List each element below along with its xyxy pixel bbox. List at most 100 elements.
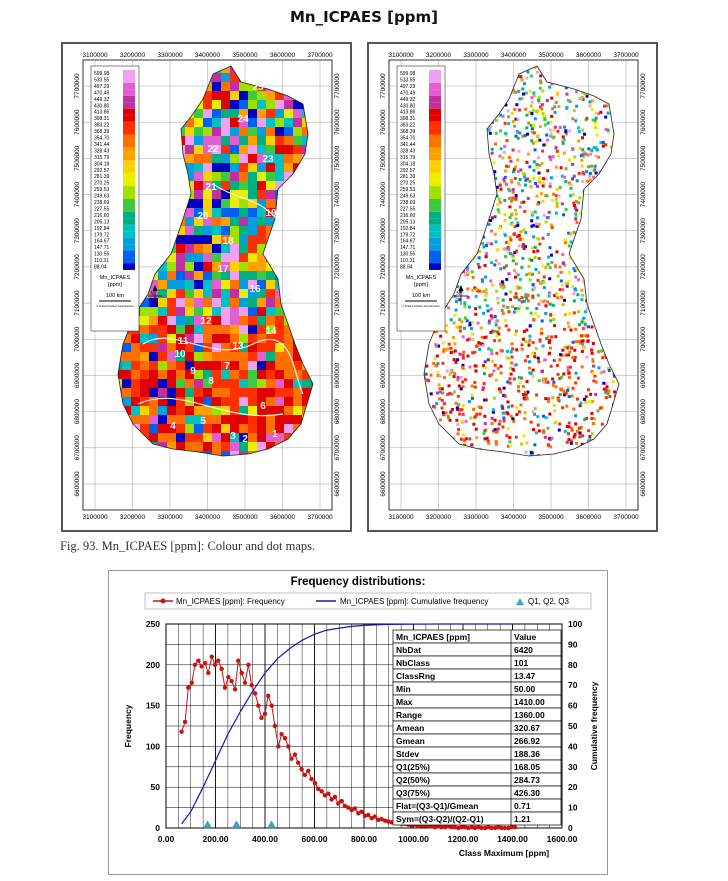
legend-swatch xyxy=(429,166,441,174)
frequency-point xyxy=(389,820,394,825)
legend-swatch xyxy=(429,115,441,122)
dot-map-panel: 3100000 3100000 3200000 3200000 3300000 33000… xyxy=(367,42,658,532)
map-x-tick-top: 3100000 xyxy=(388,52,414,59)
stats-value: 168.05 xyxy=(514,762,540,772)
legend-value: 259.53 xyxy=(400,187,416,193)
legend-value: 205.13 xyxy=(400,219,416,225)
frequency-point xyxy=(236,658,241,663)
stats-name: ClassRng xyxy=(396,671,435,681)
frequency-point xyxy=(249,683,254,688)
north-arrow-icon xyxy=(458,285,464,291)
legend-value: 238.69 xyxy=(400,200,416,206)
map-x-tick-bottom: 3400000 xyxy=(195,514,221,521)
map-x-tick-bottom: 3200000 xyxy=(120,514,146,521)
stats-header-name: Mn_ICPAES [ppm] xyxy=(396,632,470,642)
map-x-tick-bottom: 3100000 xyxy=(82,514,108,521)
legend-swatch xyxy=(123,186,135,193)
legend-swatch xyxy=(429,218,441,225)
frequency-point xyxy=(319,789,324,794)
map-y-tick-right: 6600000 xyxy=(334,471,341,497)
zone-number: 25 xyxy=(252,82,264,93)
frequency-point xyxy=(252,691,258,696)
legend-value: 430.80 xyxy=(94,103,110,109)
legend-swatch xyxy=(429,231,441,238)
zone-number: 1 xyxy=(272,429,278,440)
map-x-tick-bottom: 3100000 xyxy=(388,514,414,521)
frequency-point xyxy=(282,736,288,741)
legend-value: 449.32 xyxy=(400,97,416,103)
legend-value: 341.44 xyxy=(94,142,110,148)
frequency-point xyxy=(312,780,318,786)
legend-quartile-marker xyxy=(516,598,524,605)
frequency-point xyxy=(345,805,351,810)
legend-value: 216.60 xyxy=(94,213,110,219)
stats-name: NbDat xyxy=(396,645,421,655)
map-y-tick-left: 7100000 xyxy=(74,290,81,316)
legend-swatch xyxy=(429,244,441,251)
legend-value: 130.55 xyxy=(400,252,416,258)
map-y-tick-right: 6900000 xyxy=(334,362,341,388)
map-y-tick-left: 7600000 xyxy=(380,109,387,135)
stats-name: Max xyxy=(396,697,413,707)
legend-swatch xyxy=(429,160,441,167)
zone-number: 3 xyxy=(230,431,236,442)
legend-swatch xyxy=(429,263,441,270)
map-y-tick-left: 7500000 xyxy=(74,145,81,171)
legend-swatch xyxy=(123,224,135,232)
y-left-tick-label: 50 xyxy=(151,782,161,792)
quartile-marker xyxy=(267,820,276,829)
legend-swatch xyxy=(123,231,135,238)
y-right-tick-label: 20 xyxy=(568,782,578,792)
scale-label: 100 km xyxy=(106,293,124,299)
legend-swatch xyxy=(123,205,135,212)
frequency-point xyxy=(299,767,304,772)
frequency-point xyxy=(226,674,231,680)
legend-value: 470.49 xyxy=(94,90,110,96)
map-x-tick-bottom: 3700000 xyxy=(307,514,333,521)
zone-number: 9 xyxy=(190,366,196,377)
zone-number: 21 xyxy=(205,182,217,193)
map-y-tick-right: 7100000 xyxy=(334,290,341,316)
y-left-tick-label: 250 xyxy=(146,619,160,629)
frequency-point xyxy=(186,685,191,690)
x-tick-label: 400.00 xyxy=(252,834,278,844)
legend-swatch xyxy=(123,211,135,219)
map-y-tick-left: 7500000 xyxy=(380,145,387,171)
y-right-tick-label: 30 xyxy=(568,762,578,772)
legend-value: 292.57 xyxy=(400,168,416,174)
chart-legend: Mn_ICPAES [ppm]: Frequency Mn_ICPAES [ppm… xyxy=(144,592,592,610)
map-y-tick-left: 7200000 xyxy=(380,254,387,280)
stats-name: Q2(50%) xyxy=(396,775,430,785)
legend-swatch xyxy=(429,128,441,135)
legend-swatch xyxy=(123,257,135,264)
zone-number: 6 xyxy=(260,401,266,412)
legend-frequency: Mn_ICPAES [ppm]: Frequency xyxy=(176,597,285,606)
legend-swatch xyxy=(123,237,135,245)
legend-swatch xyxy=(429,153,441,161)
frequency-point xyxy=(309,776,314,782)
map-y-tick-right: 7600000 xyxy=(334,109,341,135)
frequency-point xyxy=(279,731,284,737)
frequency-point xyxy=(229,678,234,684)
zone-number: 15 xyxy=(280,294,292,305)
map-y-tick-right: 7000000 xyxy=(334,326,341,352)
map-y-tick-left: 7700000 xyxy=(380,73,387,99)
quartile-marker xyxy=(232,820,241,829)
map-x-tick-top: 3200000 xyxy=(426,52,452,59)
frequency-point xyxy=(465,825,471,831)
page-title: Mn_ICPAES [ppm] xyxy=(289,8,438,26)
legend-value: 413.86 xyxy=(400,110,416,116)
map-y-tick-left: 6900000 xyxy=(380,362,387,388)
map-y-tick-right: 6800000 xyxy=(640,399,647,425)
y-left-axis-label: Frequency xyxy=(123,704,133,747)
legend-swatch xyxy=(429,257,441,264)
zone-number: 19 xyxy=(265,208,277,219)
legend-value: 398.31 xyxy=(94,116,110,122)
stats-name: Q1(25%) xyxy=(396,762,430,772)
legend-value: 533.55 xyxy=(400,77,416,83)
legend-value: 368.39 xyxy=(94,129,110,135)
x-tick-label: 1000.00 xyxy=(398,834,429,844)
legend-value: 383.22 xyxy=(94,123,110,129)
map-x-tick-top: 3700000 xyxy=(613,52,639,59)
map-x-tick-bottom: 3300000 xyxy=(157,514,183,521)
